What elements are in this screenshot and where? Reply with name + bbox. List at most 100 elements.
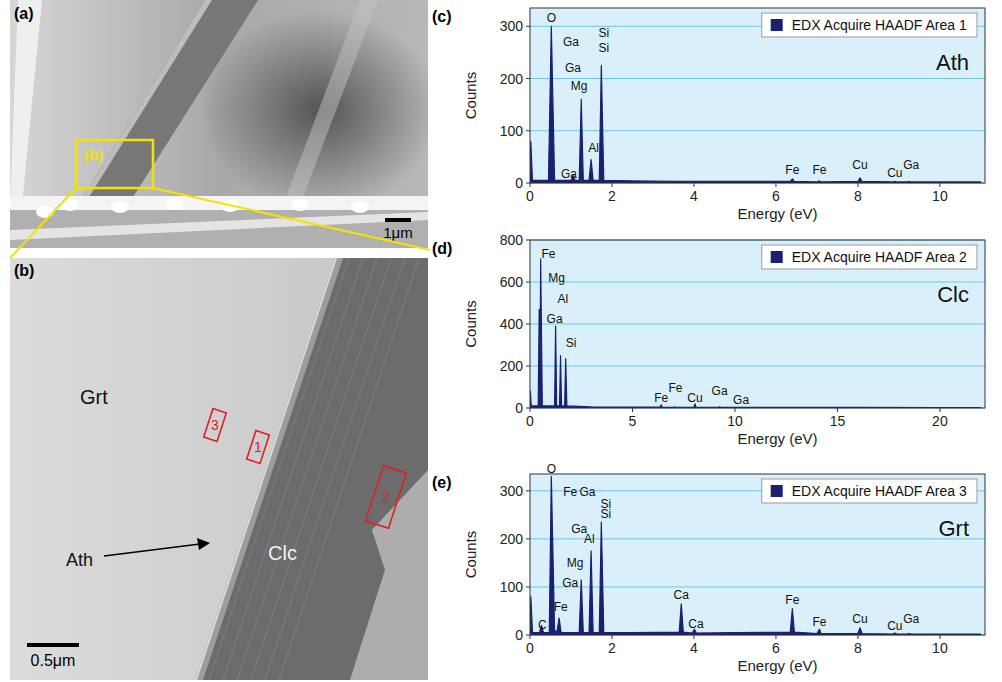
plot-frame: [530, 240, 985, 408]
x-axis-title: Energy (eV): [737, 657, 817, 674]
y-tick-label: 0: [515, 627, 523, 643]
peak-label: Cu: [887, 166, 902, 180]
mineral-label: Grt: [938, 516, 969, 541]
y-tick: [526, 78, 530, 79]
x-tick-label: 15: [830, 413, 846, 429]
scale-bar-label: 0.5μm: [31, 652, 76, 669]
x-tick-label: 10: [932, 640, 948, 656]
inset-box: [76, 140, 153, 188]
peak-label: Ga: [563, 35, 579, 49]
legend-swatch: [771, 251, 783, 263]
grid-line: [530, 282, 985, 283]
particle: [351, 201, 369, 213]
x-tick: [857, 183, 858, 187]
chart: 020040060080005101520Energy (eV)Counts(d…: [432, 232, 985, 447]
legend-box: [762, 479, 977, 503]
y-tick: [526, 282, 530, 283]
spectrum-line: [530, 476, 981, 634]
mineral-label: Ath: [936, 50, 969, 75]
x-tick-label: 8: [854, 188, 862, 204]
legend-label: EDX Acquire HAADF Area 2: [792, 249, 967, 265]
x-tick: [939, 635, 940, 639]
y-tick: [526, 538, 530, 539]
arrow-shaft: [104, 544, 200, 556]
peak-label: C: [538, 618, 547, 632]
y-tick: [526, 490, 530, 491]
x-tick-label: 4: [690, 640, 698, 656]
series-group: [530, 259, 981, 408]
y-tick: [526, 635, 530, 636]
x-tick-label: 6: [772, 640, 780, 656]
peak-label: Mg: [567, 556, 584, 570]
y-tick: [526, 366, 530, 367]
peak-label: O: [547, 11, 556, 25]
y-tick-label: 0: [515, 400, 523, 416]
grid-line: [530, 130, 985, 131]
y-tick: [526, 183, 530, 184]
peak-label: Ga: [712, 384, 728, 398]
bright-strip: [10, 0, 42, 205]
x-tick-label: 8: [854, 640, 862, 656]
x-tick: [939, 183, 940, 187]
chart: 01002003000246810Energy (eV)Counts(c)OGa…: [432, 8, 985, 222]
x-tick: [530, 408, 531, 412]
peak-label: Fe: [785, 163, 799, 177]
y-tick-label: 800: [500, 232, 524, 248]
y-tick: [526, 408, 530, 409]
y-tick-label: 0: [515, 175, 523, 191]
peak-label: Fe: [669, 381, 683, 395]
peak-label: Ga: [547, 312, 563, 326]
connector: [10, 188, 76, 258]
legend-label: EDX Acquire HAADF Area 3: [792, 483, 967, 499]
peak-label: Si: [566, 336, 577, 350]
peak-label: Al: [557, 292, 568, 306]
spectrum-fill: [530, 259, 981, 408]
peak-label: Mg: [571, 79, 588, 93]
panel-letter: (c): [432, 8, 452, 25]
scale-bar: [385, 218, 411, 222]
y-tick: [526, 586, 530, 587]
lamella: [209, 258, 349, 680]
grid-line: [530, 324, 985, 325]
x-tick-label: 10: [727, 413, 743, 429]
panel-letter: (b): [14, 262, 34, 279]
x-tick: [632, 408, 633, 412]
y-tick-label: 300: [500, 483, 524, 499]
grid-line: [530, 538, 985, 539]
y-tick-label: 300: [500, 18, 524, 34]
x-tick-label: 2: [608, 640, 616, 656]
x-tick: [693, 183, 694, 187]
y-tick-label: 100: [500, 123, 524, 139]
area-box: [247, 431, 270, 464]
area-box: [204, 409, 227, 442]
x-tick-label: 10: [932, 188, 948, 204]
x-axis-title: Energy (eV): [737, 430, 817, 447]
arrow-head: [197, 538, 210, 550]
peak-label: Cu: [852, 158, 867, 172]
peak-label: Ga: [903, 612, 919, 626]
x-tick: [530, 635, 531, 639]
y-axis-title: Counts: [462, 531, 479, 579]
y-tick-label: 200: [500, 358, 524, 374]
y-tick-label: 200: [500, 71, 524, 87]
legend: EDX Acquire HAADF Area 1: [762, 13, 977, 37]
lamella: [265, 258, 405, 680]
lamella: [279, 258, 419, 680]
x-tick: [775, 183, 776, 187]
inset-label: (b): [84, 146, 103, 163]
x-tick-label: 0: [526, 413, 534, 429]
x-tick-label: 0: [526, 640, 534, 656]
x-tick: [857, 635, 858, 639]
peak-label: Si: [598, 41, 609, 55]
series-group: [530, 26, 981, 183]
peak-label: Si: [600, 507, 611, 521]
x-tick-label: 20: [932, 413, 948, 429]
peak-label: Fe: [812, 163, 826, 177]
panel-letter: (a): [14, 5, 34, 22]
area-number: 2: [382, 489, 390, 505]
x-tick: [530, 183, 531, 187]
peak-label: Ga: [903, 158, 919, 172]
legend-box: [762, 13, 977, 37]
particle: [36, 206, 54, 218]
grid-line: [530, 366, 985, 367]
